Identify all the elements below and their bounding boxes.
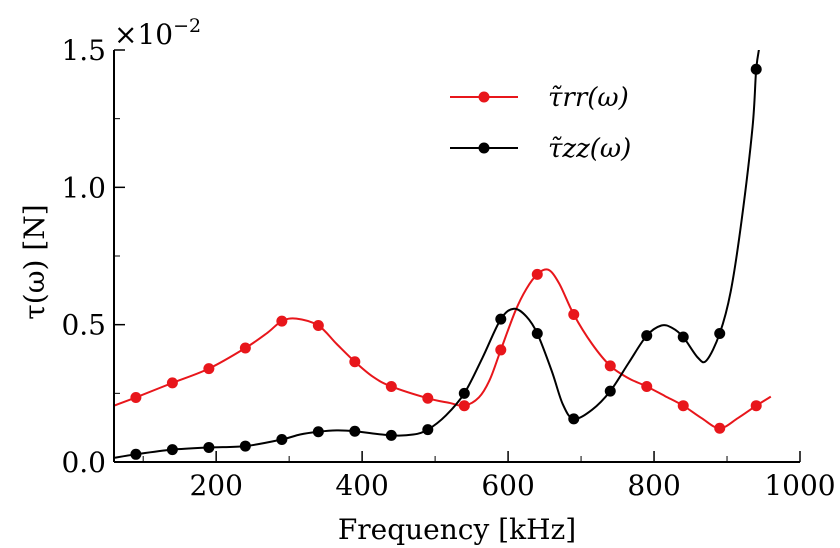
data-point-zz xyxy=(714,327,726,339)
data-point-zz xyxy=(604,385,616,397)
series-line-zz xyxy=(114,50,760,459)
data-point-rr xyxy=(422,392,434,404)
data-point-rr xyxy=(531,268,543,280)
data-point-rr xyxy=(203,363,215,375)
data-point-rr xyxy=(276,315,288,327)
data-point-rr xyxy=(495,344,507,356)
data-point-rr xyxy=(166,377,178,389)
y-tick-label: 0.0 xyxy=(61,446,106,479)
legend-label-zz: τ̃zz(ω) xyxy=(548,134,631,164)
data-point-zz xyxy=(422,424,434,436)
data-point-rr xyxy=(677,400,689,412)
data-point-zz xyxy=(130,448,142,460)
x-tick-label: 200 xyxy=(189,469,242,502)
series-line-rr xyxy=(114,268,772,430)
y-multiplier: ×10−2 xyxy=(114,15,201,51)
data-point-zz xyxy=(641,330,653,342)
data-point-rr xyxy=(239,342,251,354)
data-point-zz xyxy=(166,444,178,456)
data-point-zz xyxy=(750,63,762,75)
x-tick-label: 800 xyxy=(627,469,680,502)
data-point-zz xyxy=(531,327,543,339)
data-point-rr xyxy=(714,422,726,434)
x-tick-label: 400 xyxy=(335,469,388,502)
legend-marker-zz xyxy=(478,142,490,154)
data-point-zz xyxy=(677,331,689,343)
data-point-rr xyxy=(750,400,762,412)
data-point-zz xyxy=(568,413,580,425)
curves-layer xyxy=(114,50,772,459)
data-point-zz xyxy=(312,426,324,438)
legend-label-rr: τ̃rr(ω) xyxy=(548,83,629,113)
axes xyxy=(113,50,800,463)
data-point-rr xyxy=(385,380,397,392)
y-tick-label: 1.0 xyxy=(61,171,106,204)
data-point-rr xyxy=(349,356,361,368)
ticks: 200 400 600 800 1000 0.0 0.5 1.0 1.5 xyxy=(61,34,835,502)
data-point-rr xyxy=(604,360,616,372)
data-point-zz xyxy=(276,433,288,445)
data-point-rr xyxy=(458,400,470,412)
data-point-zz xyxy=(203,441,215,453)
data-point-rr xyxy=(312,319,324,331)
x-axis-label: Frequency [kHz] xyxy=(338,513,576,546)
data-point-zz xyxy=(458,387,470,399)
y-tick-label: 0.5 xyxy=(61,309,106,342)
x-tick-label: 1000 xyxy=(764,469,835,502)
x-tick-label: 600 xyxy=(481,469,534,502)
legend-marker-rr xyxy=(478,91,490,103)
data-point-zz xyxy=(385,429,397,441)
data-point-rr xyxy=(641,380,653,392)
legend: τ̃rr(ω) τ̃zz(ω) xyxy=(450,83,631,164)
data-point-zz xyxy=(495,313,507,325)
y-tick-label: 1.5 xyxy=(61,34,106,67)
y-axis-label: τ(ω) [N] xyxy=(18,204,51,319)
data-point-rr xyxy=(568,309,580,321)
markers-layer xyxy=(130,63,762,460)
data-point-zz xyxy=(349,425,361,437)
data-point-zz xyxy=(239,440,251,452)
data-point-rr xyxy=(130,391,142,403)
